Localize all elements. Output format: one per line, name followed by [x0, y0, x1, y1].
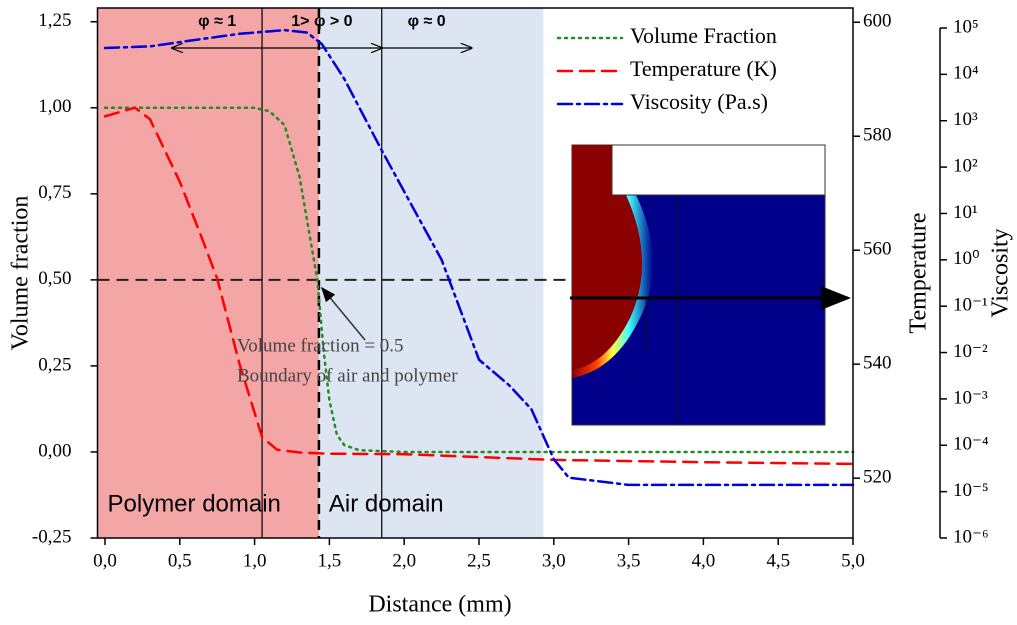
- y-tick-label: -0,25: [32, 526, 72, 547]
- phase-label: φ ≈ 1: [198, 13, 236, 30]
- y-axis-title: Volume fraction: [8, 196, 34, 351]
- x-tick-label: 3,0: [542, 550, 566, 571]
- x-tick-label: 1,0: [243, 550, 267, 571]
- region-label: Air domain: [329, 490, 444, 517]
- series-line: [103, 28, 855, 487]
- y3-tick-label: 10⁻⁶: [953, 526, 989, 547]
- x-tick-label: 4,0: [692, 550, 716, 571]
- y-tick-label: 1,00: [38, 96, 71, 117]
- y2-axis-title: Temperature: [906, 213, 932, 334]
- y2-tick-label: 520: [863, 467, 892, 488]
- annotation-arrow: [321, 286, 366, 341]
- y2-tick-label: 540: [863, 353, 892, 374]
- y3-tick-label: 10⁻¹: [953, 295, 988, 316]
- annotation: Volume fraction = 0.5: [237, 335, 404, 356]
- y-tick-label: 0,75: [38, 182, 71, 203]
- y-tick-label: 0,25: [38, 354, 71, 375]
- legend-label: Volume Fraction: [630, 23, 777, 48]
- annotation: Boundary of air and polymer: [237, 365, 458, 386]
- legend-label: Temperature (K): [630, 56, 777, 81]
- x-tick-label: 2,0: [392, 550, 416, 571]
- inset-image: [570, 144, 851, 426]
- x-tick-label: 1,5: [318, 550, 342, 571]
- y3-tick-label: 10²: [953, 155, 978, 176]
- y3-axis-title: Viscosity: [988, 228, 1014, 317]
- y3-tick-label: 10⁻²: [953, 341, 988, 362]
- y-tick-label: 1,25: [38, 10, 71, 31]
- y3-tick-label: 10⁴: [953, 63, 979, 84]
- x-tick-label: 0,5: [168, 550, 192, 571]
- x-tick-label: 3,5: [617, 550, 641, 571]
- legend-label: Viscosity (Pa.s): [630, 89, 768, 114]
- y3-tick-label: 10¹: [953, 202, 978, 223]
- y3-tick-label: 10⁻³: [953, 387, 988, 408]
- y-tick-label: 0,50: [38, 268, 71, 289]
- y-tick-label: 0,00: [38, 440, 71, 461]
- series-line: [103, 106, 855, 454]
- x-tick-label: 5,0: [841, 550, 865, 571]
- region-label: Polymer domain: [108, 490, 281, 517]
- y3-tick-label: 10⁵: [953, 16, 979, 37]
- series-line: [103, 106, 855, 466]
- region: [97, 8, 319, 538]
- phase-label: 1> φ > 0: [291, 13, 352, 30]
- phase-label: φ ≈ 0: [408, 13, 446, 30]
- y3-tick-label: 10³: [953, 109, 978, 130]
- y2-tick-label: 560: [863, 239, 892, 260]
- y3-tick-label: 10⁻⁵: [953, 480, 989, 501]
- y3-tick-label: 10⁰: [953, 248, 980, 269]
- y3-tick-label: 10⁻⁴: [953, 434, 989, 455]
- y2-tick-label: 600: [863, 11, 892, 32]
- x-tick-label: 4,5: [766, 550, 790, 571]
- x-axis-title: Distance (mm): [368, 592, 511, 618]
- plot-frame: [96, 7, 854, 539]
- y2-tick-label: 580: [863, 125, 892, 146]
- x-tick-label: 0,0: [93, 550, 117, 571]
- x-tick-label: 2,5: [467, 550, 491, 571]
